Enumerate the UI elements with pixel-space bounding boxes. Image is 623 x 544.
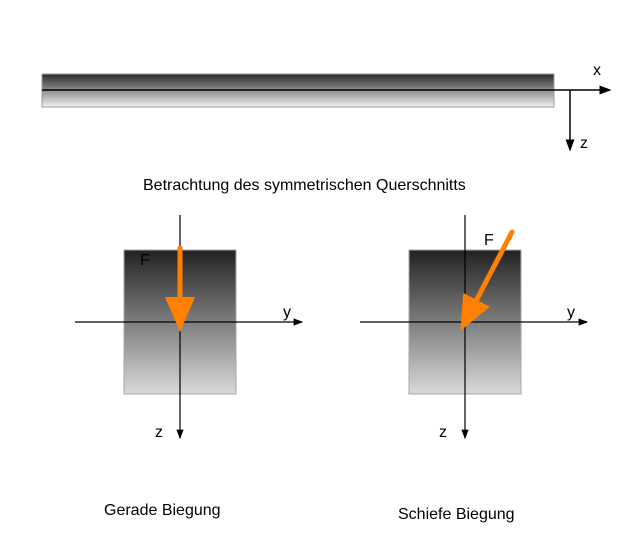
caption: Betrachtung des symmetrischen Querschnit… xyxy=(143,177,466,195)
diagram-svg xyxy=(0,0,623,544)
right-title: Schiefe Biegung xyxy=(398,506,515,524)
left-y-label: y xyxy=(283,304,291,322)
axis-x-label: x xyxy=(593,62,601,80)
left-z-label: z xyxy=(155,424,163,442)
left-force-label: F xyxy=(140,252,150,270)
left-title: Gerade Biegung xyxy=(104,502,221,520)
right-force-label: F xyxy=(484,232,494,250)
right-z-label: z xyxy=(439,424,447,442)
axis-z-label: z xyxy=(580,135,588,153)
right-y-label: y xyxy=(567,304,575,322)
